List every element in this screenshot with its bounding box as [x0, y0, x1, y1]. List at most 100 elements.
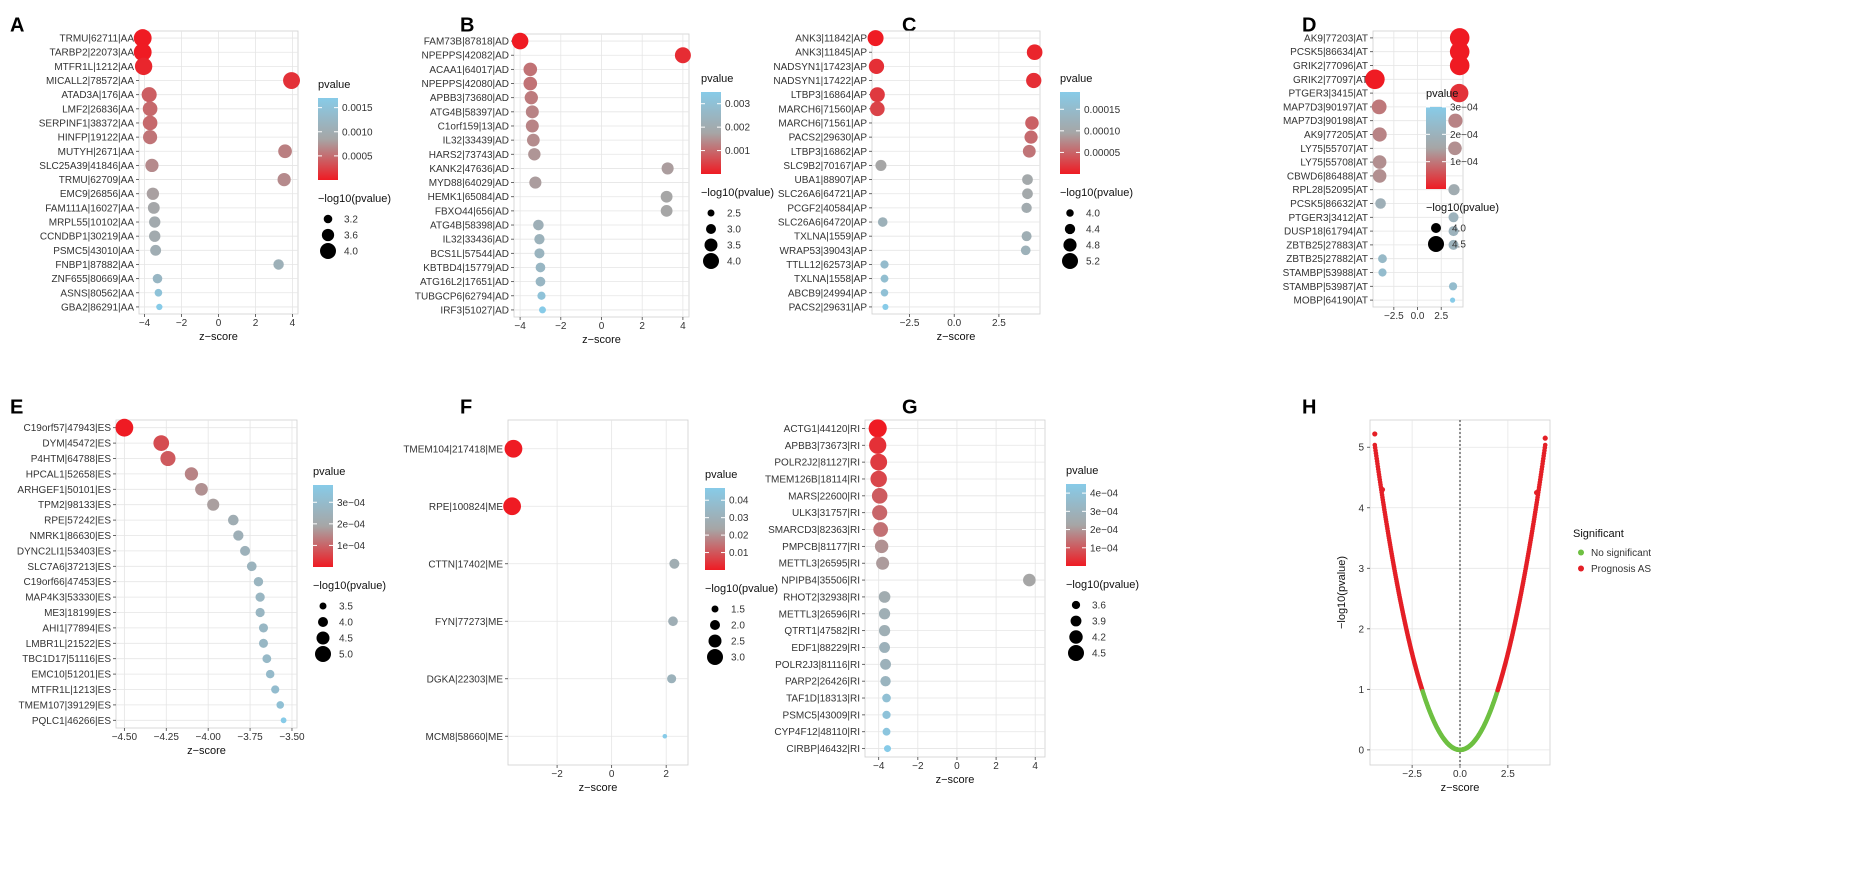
gene-label: AK9|77205|AT	[1304, 130, 1368, 141]
gene-label: TRMU|62711|AA	[60, 34, 135, 45]
gene-label: PTGER3|3415|AT	[1289, 89, 1369, 100]
gene-label: PACS2|29630|AP	[789, 133, 868, 144]
gene-label: RHOT2|32938|RI	[783, 592, 860, 603]
x-axis-title: z−score	[937, 331, 976, 343]
gene-label: QTRT1|47582|RI	[784, 626, 860, 637]
size-legend-label: 4.5	[1092, 649, 1106, 660]
data-point	[1024, 130, 1038, 144]
gene-label: SLC25A39|41846|AA	[39, 161, 134, 172]
gene-label: TXLNA|1559|AP	[794, 232, 867, 243]
gene-label: PSMC5|43010|AA	[53, 246, 134, 257]
color-bar	[1060, 92, 1080, 174]
size-legend-label: 3.9	[1092, 617, 1106, 628]
size-legend-label: 3.0	[731, 653, 745, 664]
data-point	[877, 217, 888, 227]
data-point	[1448, 184, 1460, 196]
data-point	[1372, 169, 1387, 183]
size-legend-title: −log10(pvalue)	[1060, 187, 1133, 199]
size-legend-dot	[707, 649, 723, 665]
gene-label: PSMC5|43009|RI	[783, 710, 860, 721]
gene-label: MRPL55|10102|AA	[49, 218, 135, 229]
x-tick-label: −4.50	[112, 732, 138, 743]
size-legend-label: 3.6	[1092, 601, 1106, 612]
data-point	[1448, 113, 1463, 128]
legend-marker	[1578, 565, 1584, 572]
data-point	[154, 288, 163, 297]
color-bar-label: 0.002	[725, 123, 750, 134]
data-point	[879, 642, 890, 653]
gene-label: WRAP53|39043|AP	[780, 246, 868, 257]
gene-label: LY75|55708|AT	[1300, 158, 1368, 169]
gene-label: RPE|100824|ME	[429, 502, 503, 513]
data-point	[1026, 72, 1042, 89]
gene-label: MARS|22600|RI	[788, 491, 860, 502]
panel-h: H −2.5 0.0 2.5 z−score 0 1 2 3 4 5 −log10(pvalue) Si…	[1302, 397, 1651, 794]
size-legend-dot	[320, 243, 336, 259]
data-point	[149, 216, 161, 228]
size-legend-label: 3.5	[339, 602, 353, 613]
x-tick-label: 0.0	[1453, 769, 1467, 780]
data-point	[868, 419, 887, 438]
data-point	[1449, 55, 1470, 76]
gene-label: DYM|45472|ES	[42, 439, 111, 450]
color-bar-label: 1e−04	[1090, 543, 1119, 554]
gene-label: MYD88|64029|AD	[429, 178, 509, 189]
size-legend-dot	[706, 224, 716, 234]
gene-label: PCSK5|86634|AT	[1290, 47, 1368, 58]
gene-label: C1orf159|13|AD	[438, 121, 509, 132]
data-point	[876, 556, 890, 570]
gene-label: PMPCB|81177|RI	[782, 542, 860, 553]
gene-label: SLC26A6|64721|AP	[778, 189, 867, 200]
gene-label: ASNS|80562|AA	[60, 288, 134, 299]
color-legend-title: pvalue	[313, 466, 345, 478]
data-point	[262, 654, 272, 664]
gene-label: DYNC2LI1|53403|ES	[17, 546, 111, 557]
data-point	[276, 701, 285, 709]
data-point	[870, 101, 885, 117]
size-legend-label: 3.6	[344, 231, 358, 242]
data-point	[660, 190, 673, 203]
x-tick-label: −2.5	[1384, 311, 1404, 322]
color-bar-label: 0.0015	[342, 103, 373, 114]
data-point	[661, 162, 674, 175]
gene-label: ULK3|31757|RI	[792, 508, 860, 519]
gene-label: EDF1|88229|RI	[791, 643, 860, 654]
data-point	[874, 539, 889, 554]
data-point	[134, 57, 153, 76]
data-point	[870, 470, 887, 488]
data-point	[1448, 282, 1458, 291]
color-legend-title: pvalue	[1426, 88, 1458, 100]
y-tick-label: 2	[1358, 624, 1364, 635]
gene-label: EMC10|51201|ES	[31, 670, 111, 681]
data-point	[1023, 573, 1036, 587]
color-bar-label: 4e−04	[1090, 489, 1119, 500]
gene-label: NADSYN1|17423|AP	[773, 62, 867, 73]
data-point	[882, 693, 891, 703]
size-legend-label: 4.0	[727, 257, 741, 268]
gene-label: APBB3|73680|AD	[430, 93, 509, 104]
data-point	[160, 450, 176, 467]
size-legend-dot	[710, 620, 720, 630]
gene-label: GRIK2|77096|AT	[1293, 61, 1368, 72]
size-legend-label: 5.0	[339, 650, 353, 661]
gene-label: MAP7D3|90197|AT	[1283, 102, 1368, 113]
volcano-point	[1542, 435, 1548, 441]
y-tick-label: 1	[1358, 685, 1364, 696]
data-point	[253, 577, 264, 587]
gene-label: ANK3|11845|AP	[795, 48, 867, 59]
size-legend-title: −log10(pvalue)	[1426, 202, 1499, 214]
gene-label: LMF2|26836|AA	[62, 104, 134, 115]
gene-label: ATG16L2|17651|AD	[420, 277, 509, 288]
gene-label: MCM8|58660|ME	[426, 732, 504, 743]
data-point	[1372, 155, 1387, 169]
size-legend-dot	[703, 253, 719, 269]
gene-label: FBXO44|656|AD	[435, 206, 509, 217]
x-tick-label: 2	[639, 321, 645, 332]
panel-a: A −4 −2 0 2 4 z−score TRMU|62711|AA TARBP2|22073…	[10, 15, 391, 343]
data-point	[150, 244, 162, 256]
gene-label: FYN|77273|ME	[435, 617, 503, 628]
gene-label: TAF1D|18313|RI	[786, 694, 860, 705]
size-legend-dot	[1070, 615, 1082, 627]
data-point	[668, 616, 678, 627]
data-point	[869, 87, 885, 103]
